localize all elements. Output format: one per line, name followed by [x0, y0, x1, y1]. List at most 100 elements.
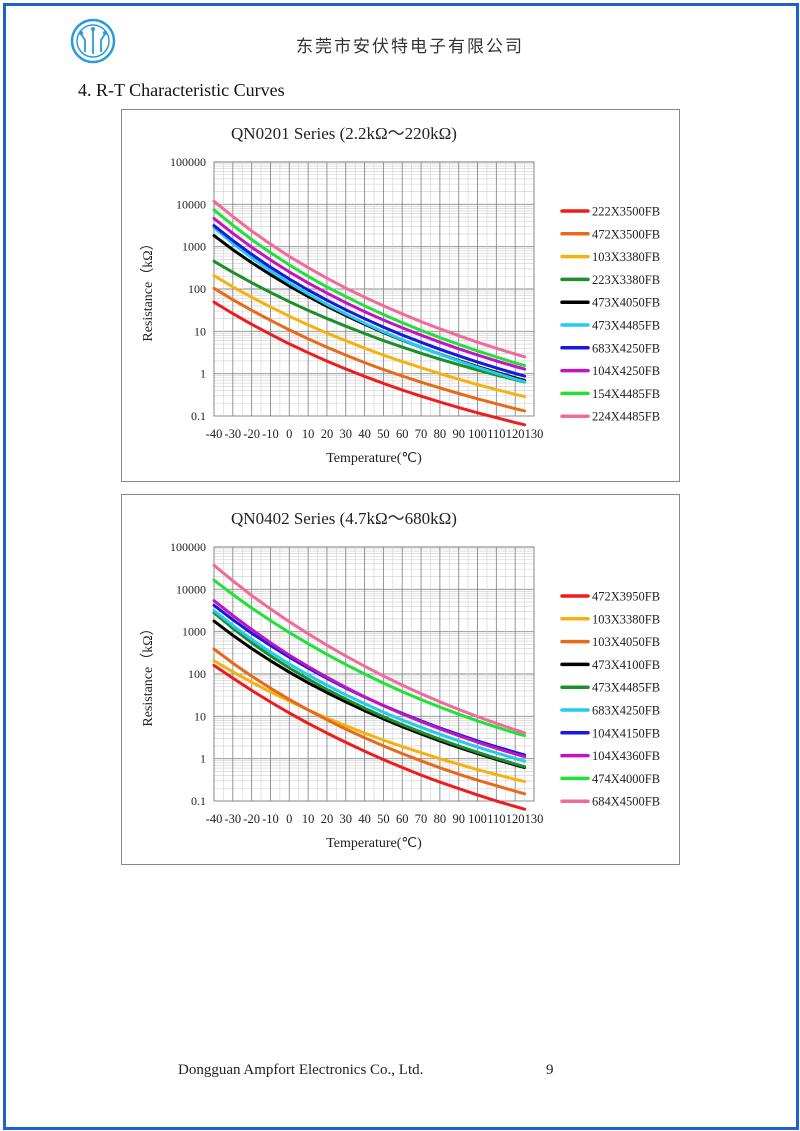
x-tick-label: 30 [340, 812, 353, 826]
series-line [212, 611, 527, 769]
x-tick-label: 30 [340, 427, 353, 441]
x-tick-label: -10 [262, 812, 279, 826]
x-tick-label: 110 [487, 812, 505, 826]
x-tick-label: 40 [358, 427, 371, 441]
legend-label: 474X4000FB [592, 772, 660, 786]
y-tick-label: 1000 [182, 240, 206, 254]
legend-label: 223X3380FB [592, 273, 660, 287]
legend-label: 103X3380FB [592, 612, 660, 626]
chart-qn0201-svg: QN0201 Series (2.2kΩ～220kΩ) -40 -30 -20 -10 0… [140, 124, 660, 466]
y-tick-label: 100 [188, 282, 206, 296]
x-tick-label: -40 [206, 427, 223, 441]
legend: 472X3950FB 103X3380FB 103X4050FB 473X4100FB… [560, 590, 660, 809]
legend-label: 104X4150FB [592, 726, 660, 740]
y-tick-label: 10 [194, 324, 206, 338]
legend-label: 473X4100FB [592, 658, 660, 672]
series-line [212, 286, 527, 413]
legend-label: 472X3950FB [592, 590, 660, 604]
legend-label: 222X3500FB [592, 205, 660, 219]
y-tick-label: 100000 [170, 155, 206, 169]
footer-company: Dongguan Ampfort Electronics Co., Ltd. [178, 1062, 424, 1078]
x-tick-label: 100 [468, 812, 487, 826]
y-tick-label: 1 [200, 367, 206, 381]
page-border [3, 3, 799, 1130]
x-tick-label: 50 [377, 427, 390, 441]
series-line [212, 609, 527, 763]
x-tick-label: 110 [487, 427, 505, 441]
y-tick-label: 100 [188, 667, 206, 681]
chart-qn0201: QN0201 Series (2.2kΩ～220kΩ) -40 -30 -20 -10 0… [121, 109, 680, 482]
series-line [212, 224, 527, 378]
series-line [212, 226, 527, 384]
x-tick-label: 90 [452, 427, 465, 441]
y-tick-label: 1000 [182, 625, 206, 639]
x-tick-label: 40 [358, 812, 371, 826]
section-title: 4. R-T Characteristic Curves [78, 80, 285, 100]
x-tick-label: 120 [506, 812, 525, 826]
x-tick-label: -20 [243, 427, 260, 441]
y-tick-label: 10000 [176, 582, 206, 596]
series-line [212, 217, 527, 371]
series-line [212, 300, 527, 427]
chart-qn0402: QN0402 Series (4.7kΩ～680kΩ) -40 -30 -20 -10 0… [121, 494, 680, 865]
legend-label: 472X3500FB [592, 227, 660, 241]
series-line [212, 259, 527, 384]
series-line [212, 208, 527, 368]
x-tick-label: -30 [224, 812, 241, 826]
y-axis-label: Resistance（kΩ） [140, 621, 156, 726]
chart-qn0402-svg: QN0402 Series (4.7kΩ～680kΩ) -40 -30 -20 -10 0… [140, 509, 660, 851]
y-tick-label: 10 [194, 709, 206, 723]
legend-label: 104X4250FB [592, 364, 660, 378]
y-tick-label: 1 [200, 752, 206, 766]
series-line [212, 578, 527, 738]
series-line [212, 599, 527, 759]
legend-label: 473X4050FB [592, 296, 660, 310]
chart-title: QN0201 Series (2.2kΩ～220kΩ) [231, 124, 457, 143]
x-tick-label: 20 [321, 427, 334, 441]
series-line [212, 563, 527, 735]
x-tick-label: 60 [396, 812, 409, 826]
legend-label: 683X4250FB [592, 341, 660, 355]
company-logo [70, 18, 116, 64]
legend-label: 684X4500FB [592, 795, 660, 809]
x-tick-label: 90 [452, 812, 465, 826]
y-tick-label: 10000 [176, 197, 206, 211]
legend: 222X3500FB 472X3500FB 103X3380FB 223X3380FB… [560, 205, 660, 424]
x-tick-label: 130 [525, 427, 544, 441]
legend-label: 473X4485FB [592, 319, 660, 333]
legend-label: 103X4050FB [592, 635, 660, 649]
series-line [212, 199, 527, 359]
legend-label: 104X4360FB [592, 749, 660, 763]
x-tick-label: -40 [206, 812, 223, 826]
company-name-header: 东莞市安伏特电子有限公司 [296, 37, 524, 57]
x-tick-label: 70 [415, 427, 428, 441]
legend-label: 683X4250FB [592, 704, 660, 718]
legend-label: 103X3380FB [592, 250, 660, 264]
x-tick-label: 10 [302, 427, 315, 441]
legend-label: 154X4485FB [592, 387, 660, 401]
y-axis-label: Resistance（kΩ） [140, 236, 156, 341]
series-line [212, 659, 527, 784]
x-tick-label: 10 [302, 812, 315, 826]
page-number: 9 [546, 1062, 554, 1078]
x-tick-label: -20 [243, 812, 260, 826]
x-tick-label: 50 [377, 812, 390, 826]
series-line [212, 663, 527, 811]
x-tick-label: -10 [262, 427, 279, 441]
y-tick-label: 0.1 [191, 794, 206, 808]
x-tick-label: 60 [396, 427, 409, 441]
x-axis-label: Temperature(℃) [326, 836, 422, 851]
series-group [212, 563, 527, 811]
series-line [212, 274, 527, 399]
x-tick-label: -30 [224, 427, 241, 441]
x-tick-label: 80 [434, 427, 447, 441]
x-tick-label: 100 [468, 427, 487, 441]
x-tick-label: 70 [415, 812, 428, 826]
series-group [212, 199, 527, 427]
y-tick-label: 0.1 [191, 409, 206, 423]
x-tick-label: 130 [525, 812, 544, 826]
x-tick-label: 80 [434, 812, 447, 826]
series-line [212, 647, 527, 796]
x-tick-label: 0 [286, 427, 292, 441]
x-tick-label: 20 [321, 812, 334, 826]
